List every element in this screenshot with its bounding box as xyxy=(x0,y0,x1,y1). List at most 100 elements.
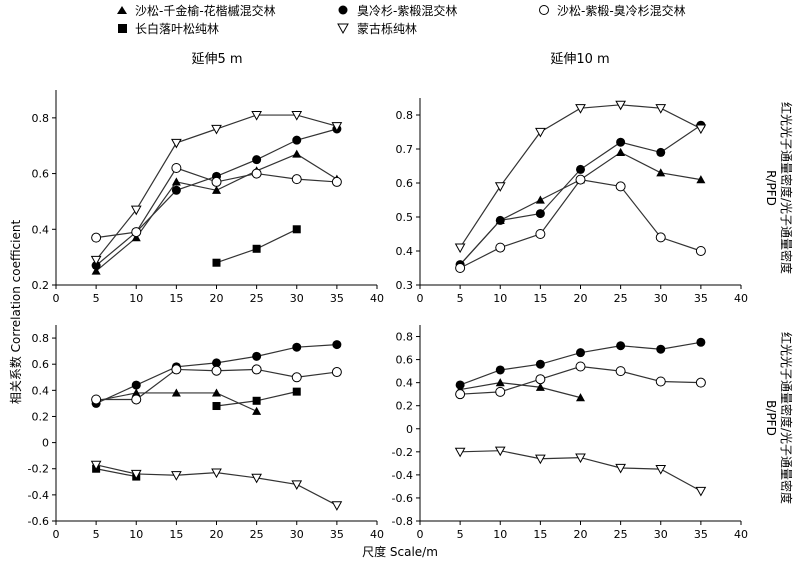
data-point-filled-circle xyxy=(252,155,262,165)
x-tick-label: 20 xyxy=(210,528,224,541)
x-tick-label: 35 xyxy=(330,528,344,541)
legend-item: 沙松-紫椴-臭冷杉混交林 xyxy=(539,3,686,18)
data-point-inverted-triangle xyxy=(171,138,182,149)
legend-item: 臭冷杉-紫椴混交林 xyxy=(338,3,457,18)
data-point-inverted-triangle xyxy=(494,182,506,192)
data-point-filled-circle xyxy=(616,137,626,147)
data-point-filled-circle xyxy=(292,135,302,145)
x-tick-label: 25 xyxy=(614,528,628,541)
legend-label: 沙松-千金榆-花楷槭混交林 xyxy=(135,3,276,18)
series-open-circle xyxy=(455,361,706,400)
series-inverted-triangle xyxy=(454,446,707,497)
x-tick-label: 15 xyxy=(533,292,547,305)
series-triangle xyxy=(91,149,342,275)
data-point-triangle xyxy=(616,147,626,156)
x-tick-label: 25 xyxy=(250,528,264,541)
legend-label: 蒙古栎纯林 xyxy=(357,21,417,36)
data-point-open-circle xyxy=(495,242,506,253)
data-point-triangle xyxy=(495,378,505,387)
y-tick-label: 0.6 xyxy=(396,177,414,190)
right-label-bottom: 红光光子通量密度/光子通量密度 xyxy=(779,332,794,504)
x-axis-title: 尺度 Scale/m xyxy=(362,544,438,559)
legend-marker-square xyxy=(118,24,127,33)
legend-marker-triangle xyxy=(117,6,127,14)
legend-item: 沙松-千金榆-花楷槭混交林 xyxy=(117,3,276,18)
series-line xyxy=(460,382,581,399)
data-point-inverted-triangle xyxy=(331,501,343,511)
data-point-filled-circle xyxy=(696,337,706,347)
y-tick-label: -0.8 xyxy=(392,515,413,528)
data-point-open-circle xyxy=(455,389,466,400)
series-filled-circle xyxy=(91,124,342,270)
y-tick-label: -0.4 xyxy=(392,469,413,482)
series-line xyxy=(95,153,338,272)
data-point-open-circle xyxy=(655,232,666,243)
x-tick-label: 0 xyxy=(53,528,60,541)
series-open-circle xyxy=(91,163,342,243)
data-point-inverted-triangle xyxy=(90,460,102,471)
y-tick-label: 0.6 xyxy=(32,168,50,181)
x-tick-label: 0 xyxy=(53,292,60,305)
legend-marker-inverted-triangle xyxy=(337,23,349,35)
data-point-open-circle xyxy=(535,374,546,385)
y-tick-label: 0.3 xyxy=(396,279,414,292)
series-line xyxy=(96,468,137,478)
right-label-bottom-abbr: B/PFD xyxy=(764,400,778,436)
data-point-inverted-triangle xyxy=(130,469,142,480)
data-point-open-circle xyxy=(251,364,262,375)
data-point-inverted-triangle xyxy=(535,127,546,138)
data-point-inverted-triangle xyxy=(695,486,707,497)
data-point-inverted-triangle xyxy=(171,471,182,481)
y-tick-label: 0.2 xyxy=(32,410,50,423)
data-point-inverted-triangle xyxy=(251,110,262,121)
y-tick-label: 0.2 xyxy=(396,400,414,413)
x-tick-label: 15 xyxy=(169,528,183,541)
data-point-open-circle xyxy=(655,376,666,387)
x-tick-label: 40 xyxy=(370,292,384,305)
data-point-inverted-triangle xyxy=(615,100,626,111)
data-point-open-circle xyxy=(615,366,626,377)
y-tick-label: 0 xyxy=(406,423,413,436)
data-point-inverted-triangle xyxy=(695,124,707,135)
x-tick-label: 25 xyxy=(250,292,264,305)
x-tick-label: 10 xyxy=(493,528,507,541)
x-tick-label: 40 xyxy=(734,528,748,541)
x-tick-label: 25 xyxy=(614,292,628,305)
data-point-triangle xyxy=(131,233,141,242)
x-tick-label: 30 xyxy=(654,528,668,541)
y-tick-label: -0.4 xyxy=(28,489,49,502)
data-point-open-circle xyxy=(575,174,586,185)
series-line xyxy=(459,124,702,266)
legend-label: 沙松-紫椴-臭冷杉混交林 xyxy=(557,3,686,18)
legend-marker-open-circle xyxy=(539,5,549,15)
y-tick-label: 0.8 xyxy=(32,332,50,345)
y-tick-label: 0.6 xyxy=(396,354,414,367)
data-point-open-circle xyxy=(171,163,182,173)
data-point-triangle xyxy=(252,406,262,415)
data-point-filled-circle xyxy=(332,340,342,350)
data-point-open-circle xyxy=(615,181,626,192)
data-point-triangle xyxy=(292,149,302,158)
data-point-open-circle xyxy=(695,377,706,388)
data-point-filled-circle xyxy=(576,164,585,174)
data-point-square xyxy=(252,396,261,405)
series-square xyxy=(212,387,301,411)
data-point-filled-circle xyxy=(91,261,101,270)
data-point-square xyxy=(252,244,261,253)
data-point-inverted-triangle xyxy=(655,104,667,114)
data-point-triangle xyxy=(212,185,221,194)
series-filled-circle xyxy=(455,337,706,390)
series-square xyxy=(212,225,301,267)
x-tick-label: 15 xyxy=(533,528,547,541)
data-point-open-circle xyxy=(575,361,586,372)
y-tick-label: 0.8 xyxy=(32,112,50,125)
data-point-filled-circle xyxy=(171,185,181,195)
x-tick-label: 40 xyxy=(734,292,748,305)
data-point-filled-circle xyxy=(535,209,545,219)
x-tick-label: 5 xyxy=(457,528,464,541)
data-point-triangle xyxy=(576,393,585,402)
data-point-triangle xyxy=(535,382,545,391)
data-point-filled-circle xyxy=(212,358,221,368)
legend: 沙松-千金榆-花楷槭混交林 臭冷杉-紫椴混交林 沙松-紫椴-臭冷杉混交林 长白落… xyxy=(117,3,686,36)
